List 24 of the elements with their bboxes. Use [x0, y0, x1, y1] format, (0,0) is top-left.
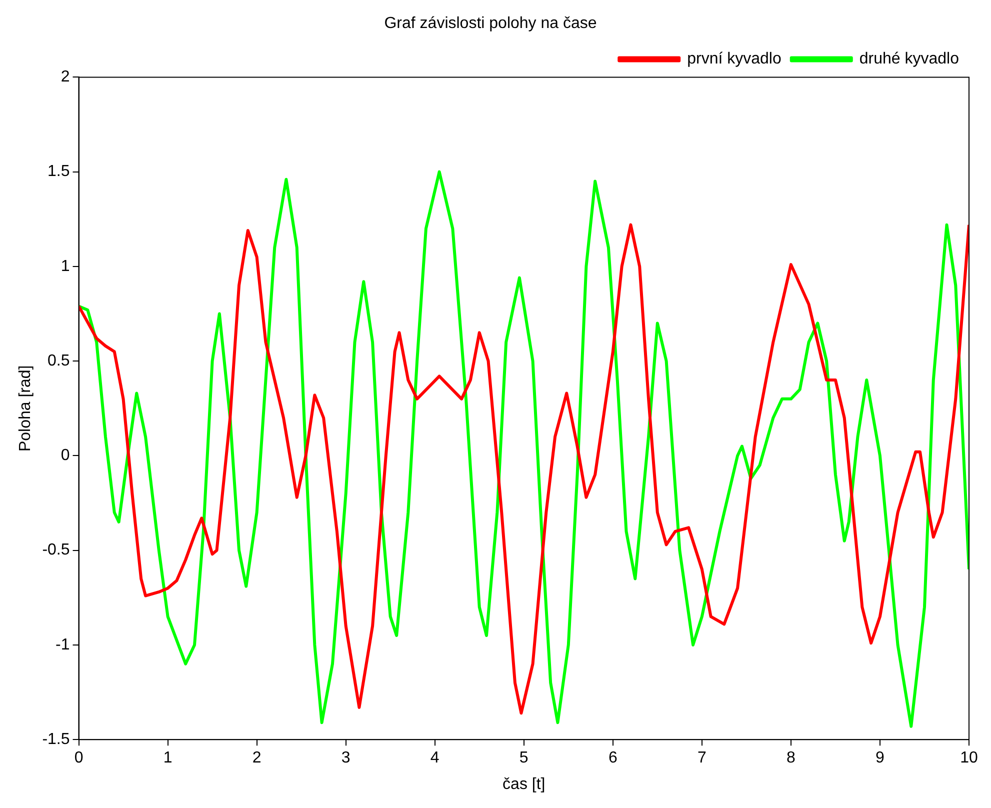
legend-label: druhé kyvadlo [859, 50, 960, 68]
y-tick-label: 1 [60, 258, 70, 275]
y-tick-label: 0.5 [48, 352, 70, 370]
x-tick-label: 6 [608, 750, 618, 767]
x-tick-label: 0 [74, 750, 84, 767]
legend-label: první kyvadlo [687, 50, 782, 68]
x-tick-label: 8 [786, 750, 796, 767]
y-tick-label: -1 [56, 636, 70, 654]
y-tick-label: 0 [60, 447, 70, 464]
x-tick-label: 3 [341, 750, 350, 767]
y-tick-label: -1.5 [42, 731, 70, 748]
y-tick-label: 2 [60, 68, 70, 86]
y-axis-title: Poloha [rad] [17, 365, 34, 452]
y-tick-label: 1.5 [48, 163, 70, 180]
x-tick-label: 9 [876, 750, 885, 767]
x-axis-title: čas [t] [502, 776, 546, 793]
y-tick-label: -0.5 [42, 542, 70, 559]
x-tick-label: 5 [519, 750, 528, 767]
x-tick-label: 2 [252, 750, 262, 767]
x-tick-label: 4 [430, 750, 440, 767]
x-tick-label: 10 [960, 750, 978, 767]
x-tick-label: 7 [697, 750, 706, 767]
chart-title: Graf závislosti polohy na čase [384, 15, 597, 32]
x-tick-label: 1 [163, 750, 172, 767]
